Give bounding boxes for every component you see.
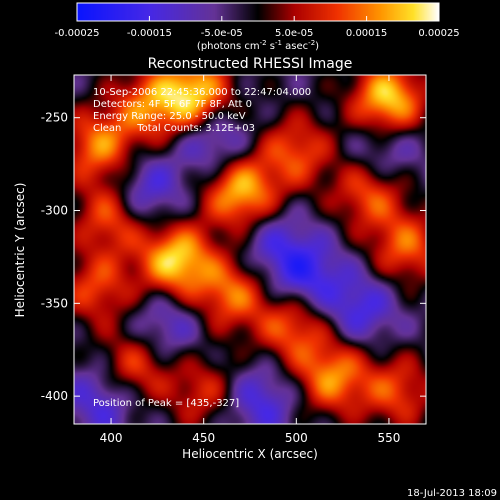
energy-range-info: Energy Range: 25.0 - 50.0 keV (93, 111, 246, 122)
colorbar-tick-label: -0.00015 (127, 28, 172, 39)
y-tick-label: -250 (41, 111, 68, 125)
x-axis-label: Heliocentric X (arcsec) (182, 447, 318, 461)
method-counts-info: Clean Total Counts: 3.12E+03 (93, 123, 255, 134)
colorbar-tick-label: 5.0e-05 (275, 28, 313, 39)
x-tick-label: 450 (192, 431, 215, 445)
x-tick-label: 500 (285, 431, 308, 445)
y-axis-label: Heliocentric Y (arcsec) (13, 183, 27, 318)
x-tick-label: 400 (100, 431, 123, 445)
colorbar-tick-label: 0.00015 (346, 28, 387, 39)
y-tick-label: -300 (41, 204, 68, 218)
peak-position-info: Position of Peak = [435,-327] (93, 398, 240, 409)
detectors-info: Detectors: 4F 5F 6F 7F 8F, Att 0 (93, 99, 253, 110)
y-tick-label: -350 (41, 296, 68, 310)
plot-timestamp: 18-Jul-2013 18:09 (407, 488, 497, 499)
chart-title: Reconstructed RHESSI Image (148, 56, 353, 72)
colorbar (77, 3, 439, 21)
heatmap-image (74, 75, 426, 424)
observation-time: 10-Sep-2006 22:45:36.000 to 22:47:04.000 (93, 87, 312, 98)
x-tick-label: 550 (377, 431, 400, 445)
y-tick-label: -400 (41, 389, 68, 403)
colorbar-tick-label: -0.00025 (55, 28, 100, 39)
colorbar-tick-label: 0.00025 (418, 28, 459, 39)
colorbar-unit-label: (photons cm-2 s-1 asec-2) (197, 39, 319, 52)
colorbar-tick-label: -5.0e-05 (201, 28, 243, 39)
